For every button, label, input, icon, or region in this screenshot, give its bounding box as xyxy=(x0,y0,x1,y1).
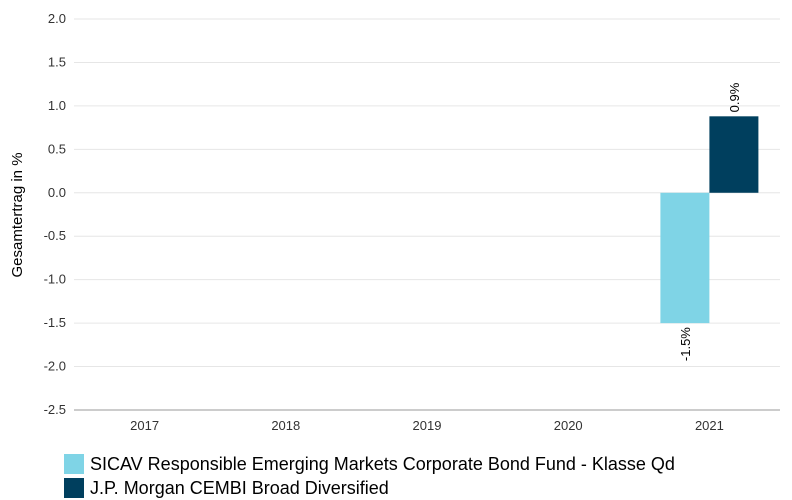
x-tick-label: 2021 xyxy=(695,418,724,433)
x-tick-label: 2017 xyxy=(130,418,159,433)
y-tick-label: 0.0 xyxy=(48,185,66,200)
x-tick-label: 2020 xyxy=(554,418,583,433)
y-tick-label: -2.0 xyxy=(44,359,66,374)
y-tick-label: 1.0 xyxy=(48,98,66,113)
legend-swatch-fund xyxy=(64,454,84,474)
x-axis-ticks: 2017 2018 2019 2020 2021 xyxy=(130,418,724,433)
y-tick-label: -0.5 xyxy=(44,228,66,243)
x-tick-label: 2018 xyxy=(271,418,300,433)
legend-item-fund: SICAV Responsible Emerging Markets Corpo… xyxy=(64,452,675,476)
data-label-series-1: 0.9% xyxy=(727,82,742,112)
bar-series-1-2021 xyxy=(709,116,759,193)
y-tick-label: -1.0 xyxy=(44,272,66,287)
bar-series-0-2021 xyxy=(660,192,710,324)
legend-label-benchmark: J.P. Morgan CEMBI Broad Diversified xyxy=(90,477,389,498)
legend: SICAV Responsible Emerging Markets Corpo… xyxy=(64,452,675,500)
y-axis-label: Gesamtertrag in % xyxy=(9,152,26,277)
y-tick-label: 1.5 xyxy=(48,54,66,69)
y-tick-label: 2.0 xyxy=(48,11,66,26)
legend-label-fund: SICAV Responsible Emerging Markets Corpo… xyxy=(90,453,675,474)
legend-item-benchmark: J.P. Morgan CEMBI Broad Diversified xyxy=(64,476,675,500)
y-tick-label: -1.5 xyxy=(44,315,66,330)
legend-swatch-benchmark xyxy=(64,478,84,498)
bar-chart: 2.0 1.5 1.0 0.5 0.0 -0.5 -1.0 -1.5 -2.0 -2.5 2017… xyxy=(9,11,780,433)
y-tick-label: 0.5 xyxy=(48,141,66,156)
data-labels: -1.5% 0.9% xyxy=(678,82,742,361)
x-tick-label: 2019 xyxy=(413,418,442,433)
bars xyxy=(660,116,759,324)
y-axis-ticks: 2.0 1.5 1.0 0.5 0.0 -0.5 -1.0 -1.5 -2.0 -2.5 xyxy=(44,11,66,417)
y-tick-label: -2.5 xyxy=(44,402,66,417)
data-label-series-0: -1.5% xyxy=(678,327,693,361)
